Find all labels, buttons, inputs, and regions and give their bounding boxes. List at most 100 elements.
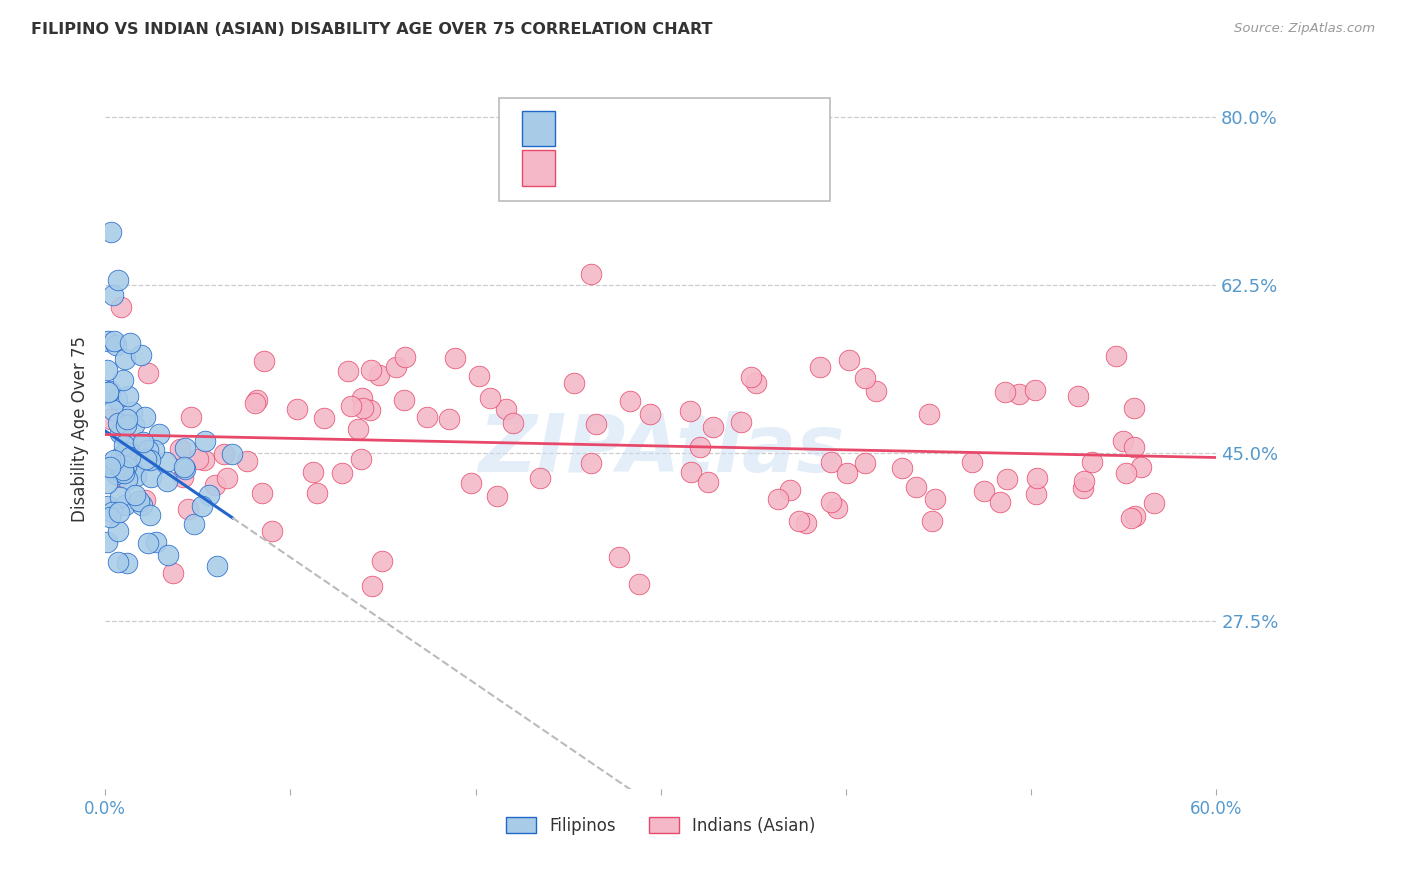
Point	[359, 403, 381, 417]
Point	[837, 466, 859, 480]
Point	[1123, 509, 1146, 524]
Text: FILIPINO VS INDIAN (ASIAN) DISABILITY AGE OVER 75 CORRELATION CHART: FILIPINO VS INDIAN (ASIAN) DISABILITY AG…	[31, 22, 713, 37]
Point	[468, 368, 491, 383]
Point	[145, 534, 167, 549]
Point	[394, 350, 416, 364]
Text: 78: 78	[733, 119, 763, 136]
Point	[1143, 495, 1166, 509]
Point	[215, 470, 238, 484]
Point	[115, 417, 138, 432]
Point	[1080, 455, 1102, 469]
Point	[134, 493, 156, 508]
Point	[194, 434, 217, 449]
Text: R =: R =	[565, 158, 610, 176]
Point	[97, 499, 120, 513]
Point	[1123, 440, 1146, 454]
Point	[98, 384, 121, 398]
Point	[104, 467, 127, 482]
Point	[285, 402, 308, 417]
Point	[136, 442, 159, 457]
Point	[110, 458, 132, 472]
Point	[486, 489, 509, 503]
Point	[314, 411, 336, 425]
Point	[988, 495, 1011, 509]
Point	[157, 548, 180, 562]
Point	[820, 495, 842, 509]
Point	[628, 576, 651, 591]
Point	[191, 499, 214, 513]
Point	[111, 372, 134, 386]
Point	[779, 483, 801, 497]
Point	[246, 392, 269, 407]
Point	[1025, 486, 1047, 500]
Point	[148, 426, 170, 441]
Point	[112, 463, 135, 477]
Point	[105, 392, 128, 406]
Point	[352, 401, 374, 416]
Point	[117, 436, 139, 450]
Point	[619, 394, 641, 409]
Point	[579, 267, 602, 281]
Point	[347, 422, 370, 436]
Point	[205, 558, 228, 573]
Point	[107, 416, 129, 430]
Point	[96, 363, 118, 377]
Text: R =: R =	[565, 119, 605, 136]
Point	[110, 465, 132, 479]
Legend: Filipinos, Indians (Asian): Filipinos, Indians (Asian)	[506, 817, 815, 835]
Point	[361, 579, 384, 593]
Point	[1024, 384, 1046, 398]
Point	[108, 505, 131, 519]
Point	[585, 417, 607, 431]
Point	[108, 469, 131, 483]
Point	[120, 464, 142, 478]
Point	[853, 456, 876, 470]
Point	[502, 416, 524, 430]
Point	[745, 376, 768, 390]
Point	[853, 371, 876, 385]
Point	[305, 486, 328, 500]
Point	[114, 498, 136, 512]
Point	[110, 449, 132, 463]
Point	[350, 451, 373, 466]
Point	[155, 474, 177, 488]
Point	[115, 556, 138, 570]
Point	[128, 493, 150, 508]
Text: N =: N =	[676, 158, 734, 176]
Point	[98, 509, 121, 524]
Point	[479, 392, 502, 406]
Point	[994, 385, 1017, 400]
Point	[139, 452, 162, 467]
Point	[134, 410, 156, 425]
Point	[103, 453, 125, 467]
Point	[173, 460, 195, 475]
Point	[702, 420, 724, 434]
Point	[104, 337, 127, 351]
Point	[245, 396, 267, 410]
Point	[918, 407, 941, 421]
Point	[108, 425, 131, 440]
Point	[460, 475, 482, 490]
Point	[495, 401, 517, 416]
Point	[730, 415, 752, 429]
Point	[253, 353, 276, 368]
Point	[96, 535, 118, 549]
Point	[169, 442, 191, 456]
Point	[114, 458, 136, 473]
Point	[103, 403, 125, 417]
Point	[114, 458, 136, 473]
Point	[924, 491, 946, 506]
Point	[124, 488, 146, 502]
Point	[101, 505, 124, 519]
Point	[136, 535, 159, 549]
Point	[198, 488, 221, 502]
Point	[337, 364, 360, 378]
Point	[260, 524, 283, 538]
Point	[117, 388, 139, 402]
Point	[121, 405, 143, 419]
Point	[97, 334, 120, 349]
Point	[96, 460, 118, 475]
Point	[172, 470, 194, 484]
Point	[905, 480, 928, 494]
Point	[890, 461, 912, 475]
